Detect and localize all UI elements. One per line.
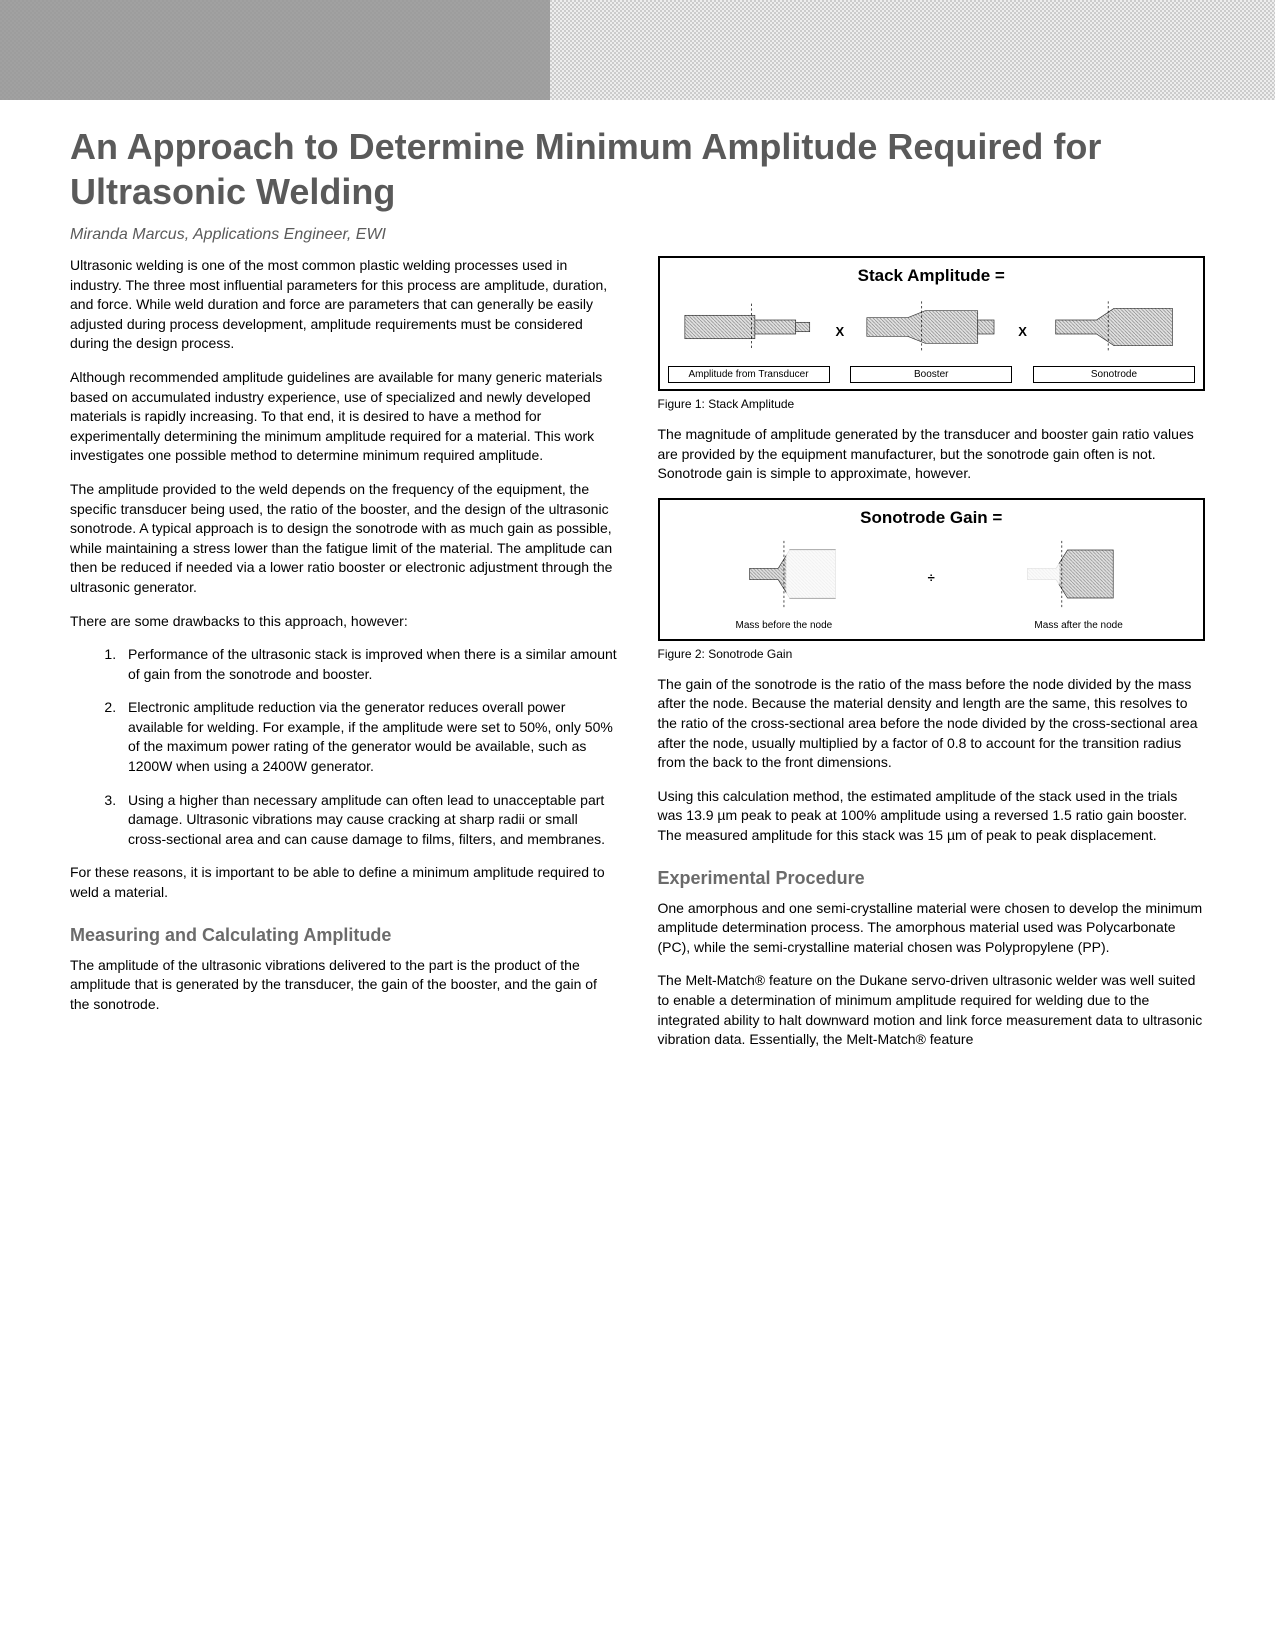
figure-1-label: Booster bbox=[850, 366, 1012, 383]
para-intro: Ultrasonic welding is one of the most co… bbox=[70, 256, 618, 354]
horn-after-node-icon bbox=[984, 534, 1174, 614]
header-solid-block bbox=[0, 0, 550, 100]
figure-2-title: Sonotrode Gain = bbox=[668, 508, 1196, 528]
list-item: Using a higher than necessary amplitude … bbox=[120, 791, 618, 850]
para-drawbacks-lead: There are some drawbacks to this approac… bbox=[70, 612, 618, 632]
figure-1-label: Amplitude from Transducer bbox=[668, 366, 830, 383]
page-body: An Approach to Determine Minimum Amplitu… bbox=[0, 124, 1275, 1124]
figure-1-title: Stack Amplitude = bbox=[668, 266, 1196, 286]
figure-2-item-after: Mass after the node bbox=[984, 534, 1174, 633]
left-column: Ultrasonic welding is one of the most co… bbox=[70, 256, 618, 1064]
figure-2-box: Sonotrode Gain = Mass before the node ÷ bbox=[658, 498, 1206, 641]
header-band bbox=[0, 0, 1275, 100]
right-column: Stack Amplitude = bbox=[658, 256, 1206, 1064]
para-amplitude-product: The amplitude of the ultrasonic vibratio… bbox=[70, 956, 618, 1015]
para-guidelines: Although recommended amplitude guideline… bbox=[70, 368, 618, 466]
multiply-operator: X bbox=[836, 324, 845, 351]
figure-1-item-sonotrode: Sonotrode bbox=[1033, 292, 1195, 383]
divide-operator: ÷ bbox=[928, 570, 935, 597]
figure-2-item-before: Mass before the node bbox=[689, 534, 879, 633]
para-melt-match: The Melt-Match® feature on the Dukane se… bbox=[658, 971, 1206, 1049]
section-experimental: Experimental Procedure bbox=[658, 868, 1206, 889]
list-item: Performance of the ultrasonic stack is i… bbox=[120, 645, 618, 684]
para-materials: One amorphous and one semi-crystalline m… bbox=[658, 899, 1206, 958]
para-gain-ratio: The gain of the sonotrode is the ratio o… bbox=[658, 675, 1206, 773]
horn-before-node-icon bbox=[689, 534, 879, 614]
figure-1-item-booster: Booster bbox=[850, 292, 1012, 383]
sonotrode-icon bbox=[1033, 292, 1195, 362]
para-importance: For these reasons, it is important to be… bbox=[70, 863, 618, 902]
figure-1-label: Sonotrode bbox=[1033, 366, 1195, 383]
figure-1-item-transducer: Amplitude from Transducer bbox=[668, 292, 830, 383]
para-amplitude-depends: The amplitude provided to the weld depen… bbox=[70, 480, 618, 598]
para-magnitude: The magnitude of amplitude generated by … bbox=[658, 425, 1206, 484]
transducer-icon bbox=[668, 292, 830, 362]
figure-2-row: Mass before the node ÷ Mass after the no… bbox=[668, 534, 1196, 633]
figure-1-box: Stack Amplitude = bbox=[658, 256, 1206, 391]
figure-2-label: Mass after the node bbox=[1030, 618, 1126, 633]
page-title: An Approach to Determine Minimum Amplitu… bbox=[70, 124, 1205, 214]
two-column-layout: Ultrasonic welding is one of the most co… bbox=[70, 256, 1205, 1064]
figure-1-row: Amplitude from Transducer X Booster X bbox=[668, 292, 1196, 383]
section-measuring: Measuring and Calculating Amplitude bbox=[70, 925, 618, 946]
figure-2-caption: Figure 2: Sonotrode Gain bbox=[658, 647, 1206, 661]
byline: Miranda Marcus, Applications Engineer, E… bbox=[70, 226, 1205, 244]
para-calculation: Using this calculation method, the estim… bbox=[658, 787, 1206, 846]
figure-1-caption: Figure 1: Stack Amplitude bbox=[658, 397, 1206, 411]
figure-2-label: Mass before the node bbox=[732, 618, 837, 633]
list-item: Electronic amplitude reduction via the g… bbox=[120, 698, 618, 776]
drawbacks-list: Performance of the ultrasonic stack is i… bbox=[70, 645, 618, 849]
booster-icon bbox=[850, 292, 1012, 362]
multiply-operator: X bbox=[1018, 324, 1027, 351]
